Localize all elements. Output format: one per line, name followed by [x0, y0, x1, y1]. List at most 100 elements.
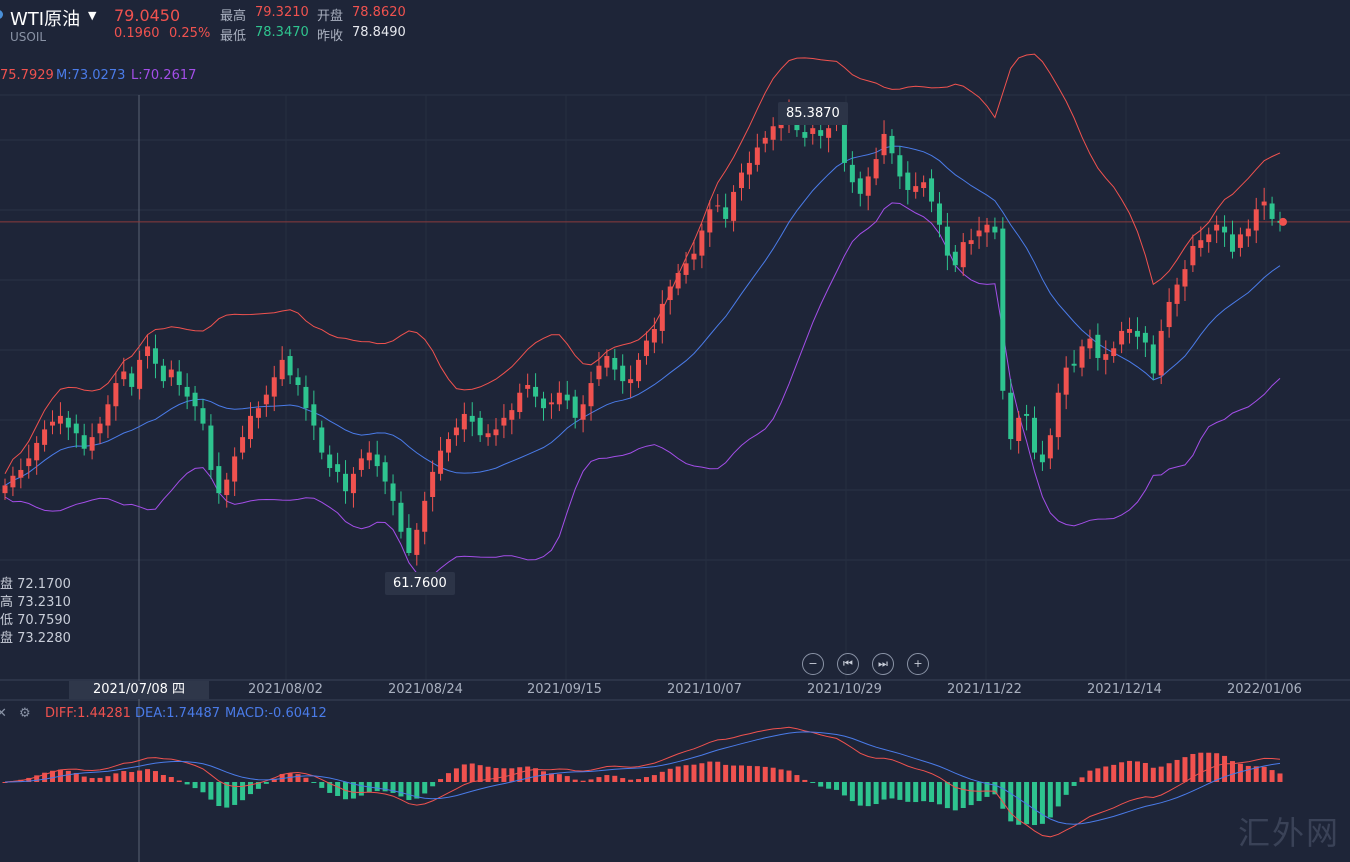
selected-date: 2021/07/08 四	[69, 681, 209, 699]
candle-body	[564, 394, 570, 401]
macd-histogram-bar	[1119, 762, 1125, 782]
candle-body	[160, 365, 166, 382]
candle-body	[992, 226, 998, 233]
macd-histogram-bar	[224, 782, 230, 808]
scroll-left-icon[interactable]: ⏮	[837, 653, 859, 675]
macd-histogram-bar	[382, 782, 388, 792]
candle-body	[572, 396, 578, 418]
macd-histogram-bar	[707, 761, 713, 782]
macd-histogram-bar	[905, 782, 911, 802]
candle-body	[1142, 332, 1148, 343]
date-label: 2021/10/29	[807, 682, 882, 697]
candle-body	[612, 357, 618, 370]
macd-histogram-bar	[1166, 763, 1172, 782]
collapse-icon[interactable]: ✕	[0, 706, 7, 721]
candle-body	[636, 359, 642, 382]
price-change: 0.1960	[114, 26, 160, 41]
macd-histogram-bar	[1103, 766, 1109, 782]
chevron-down-icon[interactable]: ▼	[88, 9, 97, 22]
macd-histogram-bar	[1174, 759, 1180, 782]
candle-body	[113, 383, 119, 407]
macd-histogram-bar	[952, 782, 958, 811]
instrument-name[interactable]: WTI原油	[10, 9, 81, 30]
candle-body	[952, 251, 958, 266]
candle-body	[1261, 201, 1267, 206]
macd-histogram-bar	[493, 768, 499, 782]
macd-histogram-bar	[731, 765, 737, 782]
candle-body	[731, 191, 737, 221]
macd-histogram-bar	[1008, 782, 1014, 822]
macd-histogram-bar	[255, 782, 261, 789]
candle-body	[2, 485, 8, 494]
macd-histogram-bar	[1237, 763, 1243, 782]
macd-histogram-bar	[691, 764, 697, 782]
boll-lower-line	[4, 202, 1281, 578]
scroll-right-icon[interactable]: ⏭	[872, 653, 894, 675]
candle-body	[960, 242, 966, 268]
candle-body	[1055, 392, 1061, 438]
candle-body	[81, 435, 87, 449]
macd-histogram-bar	[715, 761, 721, 782]
macd-histogram-bar	[628, 779, 634, 782]
macd-histogram-bar	[129, 772, 135, 782]
macd-diff-line	[4, 726, 1281, 838]
macd-histogram-bar	[1190, 753, 1196, 782]
candle-body	[224, 479, 230, 496]
macd-histogram-bar	[1134, 761, 1140, 782]
candle-body	[889, 135, 895, 154]
candle-body	[485, 433, 491, 438]
macd-histogram-bar	[723, 764, 729, 782]
candle-body	[841, 124, 847, 163]
candle-body	[810, 128, 816, 134]
candle-body	[216, 466, 222, 494]
macd-histogram-bar	[921, 782, 927, 802]
candle-body	[319, 427, 325, 453]
candle-body	[754, 147, 760, 165]
candle-body	[628, 379, 634, 384]
gear-icon[interactable]: ⚙	[19, 706, 31, 721]
macd-histogram-bar	[430, 782, 436, 787]
zoom-in-icon[interactable]: +	[907, 653, 929, 675]
macd-histogram-bar	[818, 782, 824, 787]
macd-histogram-bar	[968, 782, 974, 806]
candle-body	[723, 207, 729, 219]
macd-histogram-bar	[675, 766, 681, 782]
date-label: 2021/08/24	[388, 682, 463, 697]
macd-histogram-bar	[738, 765, 744, 782]
date-label: 2021/08/02	[248, 682, 323, 697]
stat-open-value: 78.8620	[352, 5, 406, 20]
candle-body	[232, 456, 238, 482]
zoom-out-icon[interactable]: −	[802, 653, 824, 675]
boll-mid-line	[4, 145, 1281, 486]
candle-body	[1245, 228, 1251, 237]
candle-body	[1150, 344, 1156, 374]
candle-body	[691, 253, 697, 260]
candle-body	[509, 410, 515, 420]
candle-body	[651, 329, 657, 343]
candle-body	[469, 415, 475, 422]
macd-histogram-bar	[873, 782, 879, 805]
candle-body	[18, 469, 24, 478]
macd-histogram-bar	[42, 772, 48, 782]
macd-histogram-bar	[406, 782, 412, 800]
stat-high-label: 最高	[220, 9, 247, 24]
candle-body	[762, 137, 768, 144]
macd-histogram-bar	[160, 775, 166, 782]
candle-body	[588, 383, 594, 407]
macd-histogram-bar	[73, 772, 79, 782]
macd-histogram-bar	[1047, 782, 1053, 818]
macd-histogram-bar	[414, 782, 420, 799]
candle-body	[168, 369, 174, 378]
candle-body	[976, 230, 982, 237]
candle-body	[936, 203, 942, 225]
candle-body	[1166, 301, 1172, 328]
macd-histogram-bar	[643, 777, 649, 782]
macd-histogram-bar	[97, 777, 103, 782]
watermark-logo: 汇外网	[1237, 814, 1340, 852]
macd-histogram-bar	[1269, 770, 1275, 782]
candle-body	[1229, 234, 1235, 252]
stat-open-label: 开盘	[317, 9, 344, 24]
macd-histogram-bar	[762, 766, 768, 782]
candle-body	[525, 384, 531, 389]
